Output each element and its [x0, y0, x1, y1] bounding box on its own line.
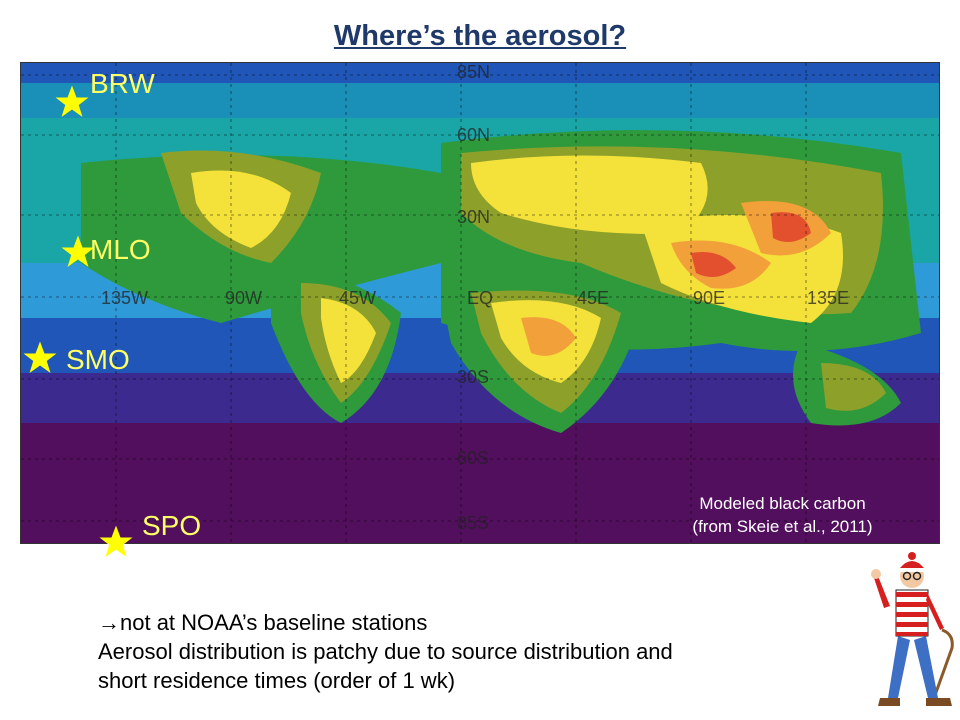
star-icon: [99, 525, 133, 557]
credit-line1: Modeled black carbon: [699, 494, 866, 513]
station-label: SMO: [66, 344, 130, 375]
star-icon: [23, 341, 57, 373]
land-australia: [821, 363, 886, 411]
station-label: SPO: [142, 510, 202, 541]
lat-label: 30S: [457, 367, 489, 387]
yellow-europe-russia: [471, 155, 708, 234]
lon-label: 45W: [339, 288, 376, 308]
red-china: [771, 212, 811, 242]
slide-title: Where’s the aerosol?: [333, 20, 627, 52]
body-line3: short residence times (order of 1 wk): [98, 668, 456, 693]
star-icon: [55, 85, 89, 117]
map-credit: Modeled black carbon (from Skeie et al.,…: [660, 492, 905, 538]
band-high-north: [21, 83, 939, 123]
slide-body: →not at NOAA’s baseline stations Aerosol…: [98, 608, 673, 695]
lon-label: 90E: [693, 288, 725, 308]
band-antarctic: [21, 423, 939, 543]
lat-label: 85S: [457, 513, 489, 533]
star-icon: [61, 235, 95, 267]
map-graphic: 85N 60N 30N 60S 30S 85S 135W 90W 45W EQ …: [21, 63, 939, 543]
orange-africa: [521, 317, 576, 356]
lon-label: EQ: [467, 288, 493, 308]
red-india: [691, 252, 736, 277]
grid-lines: [21, 63, 939, 543]
lat-labels: 85N 60N 30N 60S 30S 85S: [457, 63, 490, 533]
lat-label: 85N: [457, 63, 490, 82]
lat-label: 30N: [457, 207, 490, 227]
lon-label: 90W: [225, 288, 262, 308]
lon-label: 135W: [101, 288, 148, 308]
body-line1: →not at NOAA’s baseline stations: [98, 610, 428, 635]
aerosol-map: 85N 60N 30N 60S 30S 85S 135W 90W 45W EQ …: [20, 62, 940, 544]
waldo-figure: [871, 552, 954, 706]
lon-labels: 135W 90W 45W EQ 45E 90E 135E: [101, 288, 849, 308]
station-label: MLO: [90, 234, 151, 265]
credit-line2: (from Skeie et al., 2011): [692, 517, 873, 536]
lon-label: 45E: [577, 288, 609, 308]
station-label: BRW: [90, 68, 155, 99]
yellow-north-america: [191, 170, 291, 248]
lon-label: 135E: [807, 288, 849, 308]
lat-label: 60N: [457, 125, 490, 145]
yellow-south-america: [321, 298, 376, 383]
body-line2: Aerosol distribution is patchy due to so…: [98, 639, 673, 664]
lat-label: 60S: [457, 448, 489, 468]
